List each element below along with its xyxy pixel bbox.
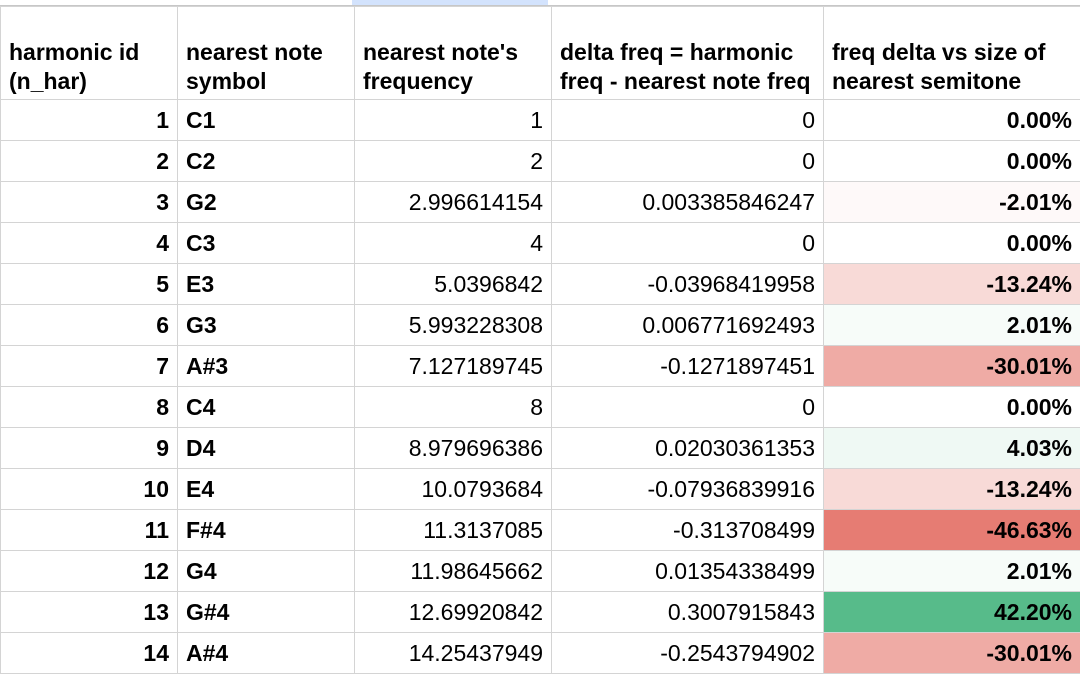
cell-freq-delta-pct[interactable]: 42.20%	[823, 591, 1080, 633]
cell-delta-freq[interactable]: 0.02030361353	[551, 427, 824, 469]
cell-freq-delta-pct[interactable]: -13.24%	[823, 263, 1080, 305]
cell-note-frequency[interactable]: 10.0793684	[354, 468, 552, 510]
cell-note-symbol[interactable]: G#4	[177, 591, 355, 633]
cell-delta-freq[interactable]: -0.07936839916	[551, 468, 824, 510]
cell-harmonic-id[interactable]: 11	[0, 509, 178, 551]
table-row: 13 G#4 12.69920842 0.3007915843 42.20%	[0, 591, 1080, 633]
cell-note-frequency[interactable]: 8	[354, 386, 552, 428]
cell-delta-freq[interactable]: 0.006771692493	[551, 304, 824, 346]
cell-note-symbol[interactable]: G3	[177, 304, 355, 346]
header-delta-freq[interactable]: delta freq = harmonic freq - nearest not…	[551, 6, 824, 100]
cell-freq-delta-pct[interactable]: 2.01%	[823, 304, 1080, 346]
cell-note-frequency[interactable]: 8.979696386	[354, 427, 552, 469]
table-row: 8 C4 8 0 0.00%	[0, 386, 1080, 428]
cell-note-frequency[interactable]: 1	[354, 99, 552, 141]
table-row: 5 E3 5.0396842 -0.03968419958 -13.24%	[0, 263, 1080, 305]
cell-freq-delta-pct[interactable]: -2.01%	[823, 181, 1080, 223]
cell-note-frequency[interactable]: 5.0396842	[354, 263, 552, 305]
cell-harmonic-id[interactable]: 10	[0, 468, 178, 510]
cell-note-frequency[interactable]: 2	[354, 140, 552, 182]
cell-harmonic-id[interactable]: 13	[0, 591, 178, 633]
cell-delta-freq[interactable]: -0.1271897451	[551, 345, 824, 387]
cell-note-symbol[interactable]: E4	[177, 468, 355, 510]
table-row: 10 E4 10.0793684 -0.07936839916 -13.24%	[0, 468, 1080, 510]
cell-harmonic-id[interactable]: 7	[0, 345, 178, 387]
header-nearest-note-frequency[interactable]: nearest note's frequency	[354, 6, 552, 100]
cell-delta-freq[interactable]: 0	[551, 140, 824, 182]
cell-note-frequency[interactable]: 4	[354, 222, 552, 264]
cell-harmonic-id[interactable]: 2	[0, 140, 178, 182]
table-row: 9 D4 8.979696386 0.02030361353 4.03%	[0, 427, 1080, 469]
cell-harmonic-id[interactable]: 6	[0, 304, 178, 346]
table-row: 11 F#4 11.3137085 -0.313708499 -46.63%	[0, 509, 1080, 551]
cell-harmonic-id[interactable]: 5	[0, 263, 178, 305]
cell-note-symbol[interactable]: A#3	[177, 345, 355, 387]
cell-freq-delta-pct[interactable]: 2.01%	[823, 550, 1080, 592]
cell-note-symbol[interactable]: C3	[177, 222, 355, 264]
cell-delta-freq[interactable]: 0	[551, 99, 824, 141]
table-row: 2 C2 2 0 0.00%	[0, 140, 1080, 182]
cell-freq-delta-pct[interactable]: -46.63%	[823, 509, 1080, 551]
header-freq-delta-vs-semitone[interactable]: freq delta vs size of nearest semitone	[823, 6, 1080, 100]
table-row: 14 A#4 14.25437949 -0.2543794902 -30.01%	[0, 632, 1080, 674]
cell-note-symbol[interactable]: D4	[177, 427, 355, 469]
cell-note-symbol[interactable]: C2	[177, 140, 355, 182]
table-row: 4 C3 4 0 0.00%	[0, 222, 1080, 264]
cell-freq-delta-pct[interactable]: 0.00%	[823, 222, 1080, 264]
table-row: 3 G2 2.996614154 0.003385846247 -2.01%	[0, 181, 1080, 223]
cell-note-symbol[interactable]: E3	[177, 263, 355, 305]
cell-freq-delta-pct[interactable]: -30.01%	[823, 632, 1080, 674]
cell-note-frequency[interactable]: 12.69920842	[354, 591, 552, 633]
cell-harmonic-id[interactable]: 14	[0, 632, 178, 674]
cell-delta-freq[interactable]: -0.03968419958	[551, 263, 824, 305]
cell-delta-freq[interactable]: 0	[551, 386, 824, 428]
cell-harmonic-id[interactable]: 3	[0, 181, 178, 223]
cell-note-frequency[interactable]: 5.993228308	[354, 304, 552, 346]
table-row: 12 G4 11.98645662 0.01354338499 2.01%	[0, 550, 1080, 592]
table-row: 6 G3 5.993228308 0.006771692493 2.01%	[0, 304, 1080, 346]
cell-note-symbol[interactable]: A#4	[177, 632, 355, 674]
cell-freq-delta-pct[interactable]: 4.03%	[823, 427, 1080, 469]
cell-note-frequency[interactable]: 7.127189745	[354, 345, 552, 387]
table-row: 1 C1 1 0 0.00%	[0, 99, 1080, 141]
cell-freq-delta-pct[interactable]: 0.00%	[823, 140, 1080, 182]
cell-note-symbol[interactable]: C1	[177, 99, 355, 141]
cell-delta-freq[interactable]: 0.003385846247	[551, 181, 824, 223]
selected-column-indicator	[352, 0, 548, 5]
cell-delta-freq[interactable]: 0.01354338499	[551, 550, 824, 592]
column-header-strip	[0, 0, 1080, 6]
cell-note-frequency[interactable]: 14.25437949	[354, 632, 552, 674]
cell-harmonic-id[interactable]: 4	[0, 222, 178, 264]
spreadsheet-grid: harmonic id (n_har) nearest note symbol …	[0, 6, 1080, 674]
cell-note-frequency[interactable]: 2.996614154	[354, 181, 552, 223]
cell-harmonic-id[interactable]: 9	[0, 427, 178, 469]
cell-note-symbol[interactable]: G4	[177, 550, 355, 592]
cell-delta-freq[interactable]: 0	[551, 222, 824, 264]
cell-harmonic-id[interactable]: 12	[0, 550, 178, 592]
cell-delta-freq[interactable]: -0.313708499	[551, 509, 824, 551]
cell-delta-freq[interactable]: 0.3007915843	[551, 591, 824, 633]
header-row: harmonic id (n_har) nearest note symbol …	[0, 6, 1080, 100]
cell-note-symbol[interactable]: G2	[177, 181, 355, 223]
cell-note-symbol[interactable]: F#4	[177, 509, 355, 551]
header-nearest-note-symbol[interactable]: nearest note symbol	[177, 6, 355, 100]
cell-harmonic-id[interactable]: 1	[0, 99, 178, 141]
cell-note-symbol[interactable]: C4	[177, 386, 355, 428]
table-row: 7 A#3 7.127189745 -0.1271897451 -30.01%	[0, 345, 1080, 387]
cell-freq-delta-pct[interactable]: 0.00%	[823, 386, 1080, 428]
cell-note-frequency[interactable]: 11.98645662	[354, 550, 552, 592]
cell-freq-delta-pct[interactable]: -30.01%	[823, 345, 1080, 387]
cell-freq-delta-pct[interactable]: 0.00%	[823, 99, 1080, 141]
cell-freq-delta-pct[interactable]: -13.24%	[823, 468, 1080, 510]
cell-delta-freq[interactable]: -0.2543794902	[551, 632, 824, 674]
header-harmonic-id[interactable]: harmonic id (n_har)	[0, 6, 178, 100]
data-rows: 1 C1 1 0 0.00% 2 C2 2 0 0.00% 3 G2 2.996614154 0.0033…	[0, 99, 1080, 674]
cell-harmonic-id[interactable]: 8	[0, 386, 178, 428]
cell-note-frequency[interactable]: 11.3137085	[354, 509, 552, 551]
